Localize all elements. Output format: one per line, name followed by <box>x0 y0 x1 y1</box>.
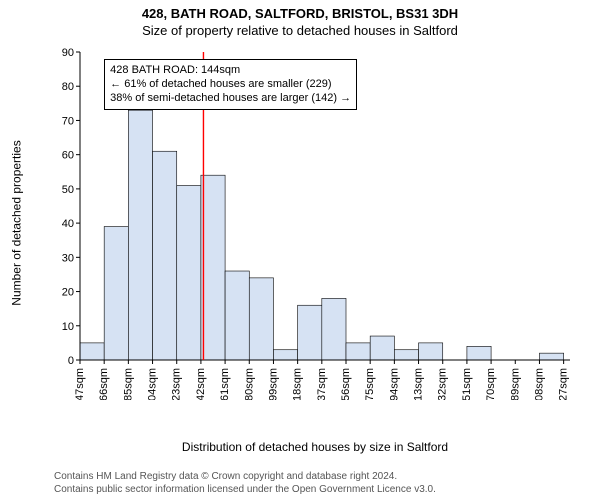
histogram-bar <box>394 350 418 360</box>
y-tick-label: 90 <box>62 47 74 59</box>
x-tick-label: 389sqm <box>509 368 521 400</box>
y-tick-label: 0 <box>68 355 74 367</box>
x-tick-label: 199sqm <box>267 368 279 400</box>
histogram-bar <box>128 110 152 360</box>
x-tick-label: 237sqm <box>316 368 328 400</box>
histogram-bar <box>249 278 273 360</box>
x-tick-label: 351sqm <box>461 368 473 400</box>
histogram-bar <box>225 271 249 360</box>
annotation-box: 428 BATH ROAD: 144sqm← 61% of detached h… <box>104 59 357 110</box>
y-tick-label: 50 <box>62 184 74 196</box>
x-tick-label: 180sqm <box>243 368 255 400</box>
x-tick-label: 275sqm <box>364 368 376 400</box>
x-tick-label: 294sqm <box>388 368 400 400</box>
x-tick-label: 427sqm <box>558 368 570 400</box>
footer-line-2: Contains public sector information licen… <box>54 484 576 497</box>
histogram-bar <box>177 185 201 360</box>
chart-plot-area: 0 10 20 30 40 50 60 70 80 90 47sqm 66sqm 85sqm 104sqm… <box>54 46 576 400</box>
y-tick-label: 40 <box>62 218 74 230</box>
histogram-bar <box>80 343 104 360</box>
y-tick-label: 80 <box>62 81 74 93</box>
x-tick-label: 66sqm <box>98 368 110 400</box>
y-axis-label-container: Number of detached properties <box>10 46 24 400</box>
y-tick-label: 60 <box>62 150 74 162</box>
histogram-bar <box>298 305 322 360</box>
histogram-bar <box>201 175 225 360</box>
histogram-bar <box>104 227 128 360</box>
chart-title-address: 428, BATH ROAD, SALTFORD, BRISTOL, BS31 … <box>0 0 600 21</box>
y-axis-label: Number of detached properties <box>10 140 24 305</box>
x-tick-label: 161sqm <box>219 368 231 400</box>
histogram-bar <box>346 343 370 360</box>
y-tick-label: 20 <box>62 287 74 299</box>
footer-line-1: Contains HM Land Registry data © Crown c… <box>54 471 576 484</box>
annotation-line-1: 428 BATH ROAD: 144sqm <box>110 63 351 77</box>
histogram-bar <box>419 343 443 360</box>
histogram-bar <box>539 353 563 360</box>
y-tick-label: 70 <box>62 115 74 127</box>
chart-title-description: Size of property relative to detached ho… <box>0 23 600 38</box>
histogram-bar <box>322 298 346 360</box>
x-tick-label: 313sqm <box>413 368 425 400</box>
y-tick-label: 30 <box>62 252 74 264</box>
x-tick-label: 123sqm <box>171 368 183 400</box>
x-axis-label: Distribution of detached houses by size … <box>54 440 576 454</box>
x-tick-label: 142sqm <box>195 368 207 400</box>
histogram-bar <box>370 336 394 360</box>
histogram-bar <box>273 350 297 360</box>
x-tick-label: 47sqm <box>74 368 86 400</box>
y-tick-label: 10 <box>62 321 74 333</box>
x-tick-label: 370sqm <box>485 368 497 400</box>
histogram-bar <box>153 151 177 360</box>
x-tick-label: 332sqm <box>437 368 449 400</box>
x-tick-label: 85sqm <box>122 368 134 400</box>
x-tick-label: 256sqm <box>340 368 352 400</box>
x-tick-label: 408sqm <box>533 368 545 400</box>
histogram-bar <box>467 346 491 360</box>
x-tick-label: 218sqm <box>292 368 304 400</box>
chart-container: 428, BATH ROAD, SALTFORD, BRISTOL, BS31 … <box>0 0 600 500</box>
x-tick-label: 104sqm <box>147 368 159 400</box>
annotation-line-3: 38% of semi-detached houses are larger (… <box>110 91 351 105</box>
footer-attribution: Contains HM Land Registry data © Crown c… <box>54 471 576 496</box>
annotation-line-2: ← 61% of detached houses are smaller (22… <box>110 77 351 91</box>
